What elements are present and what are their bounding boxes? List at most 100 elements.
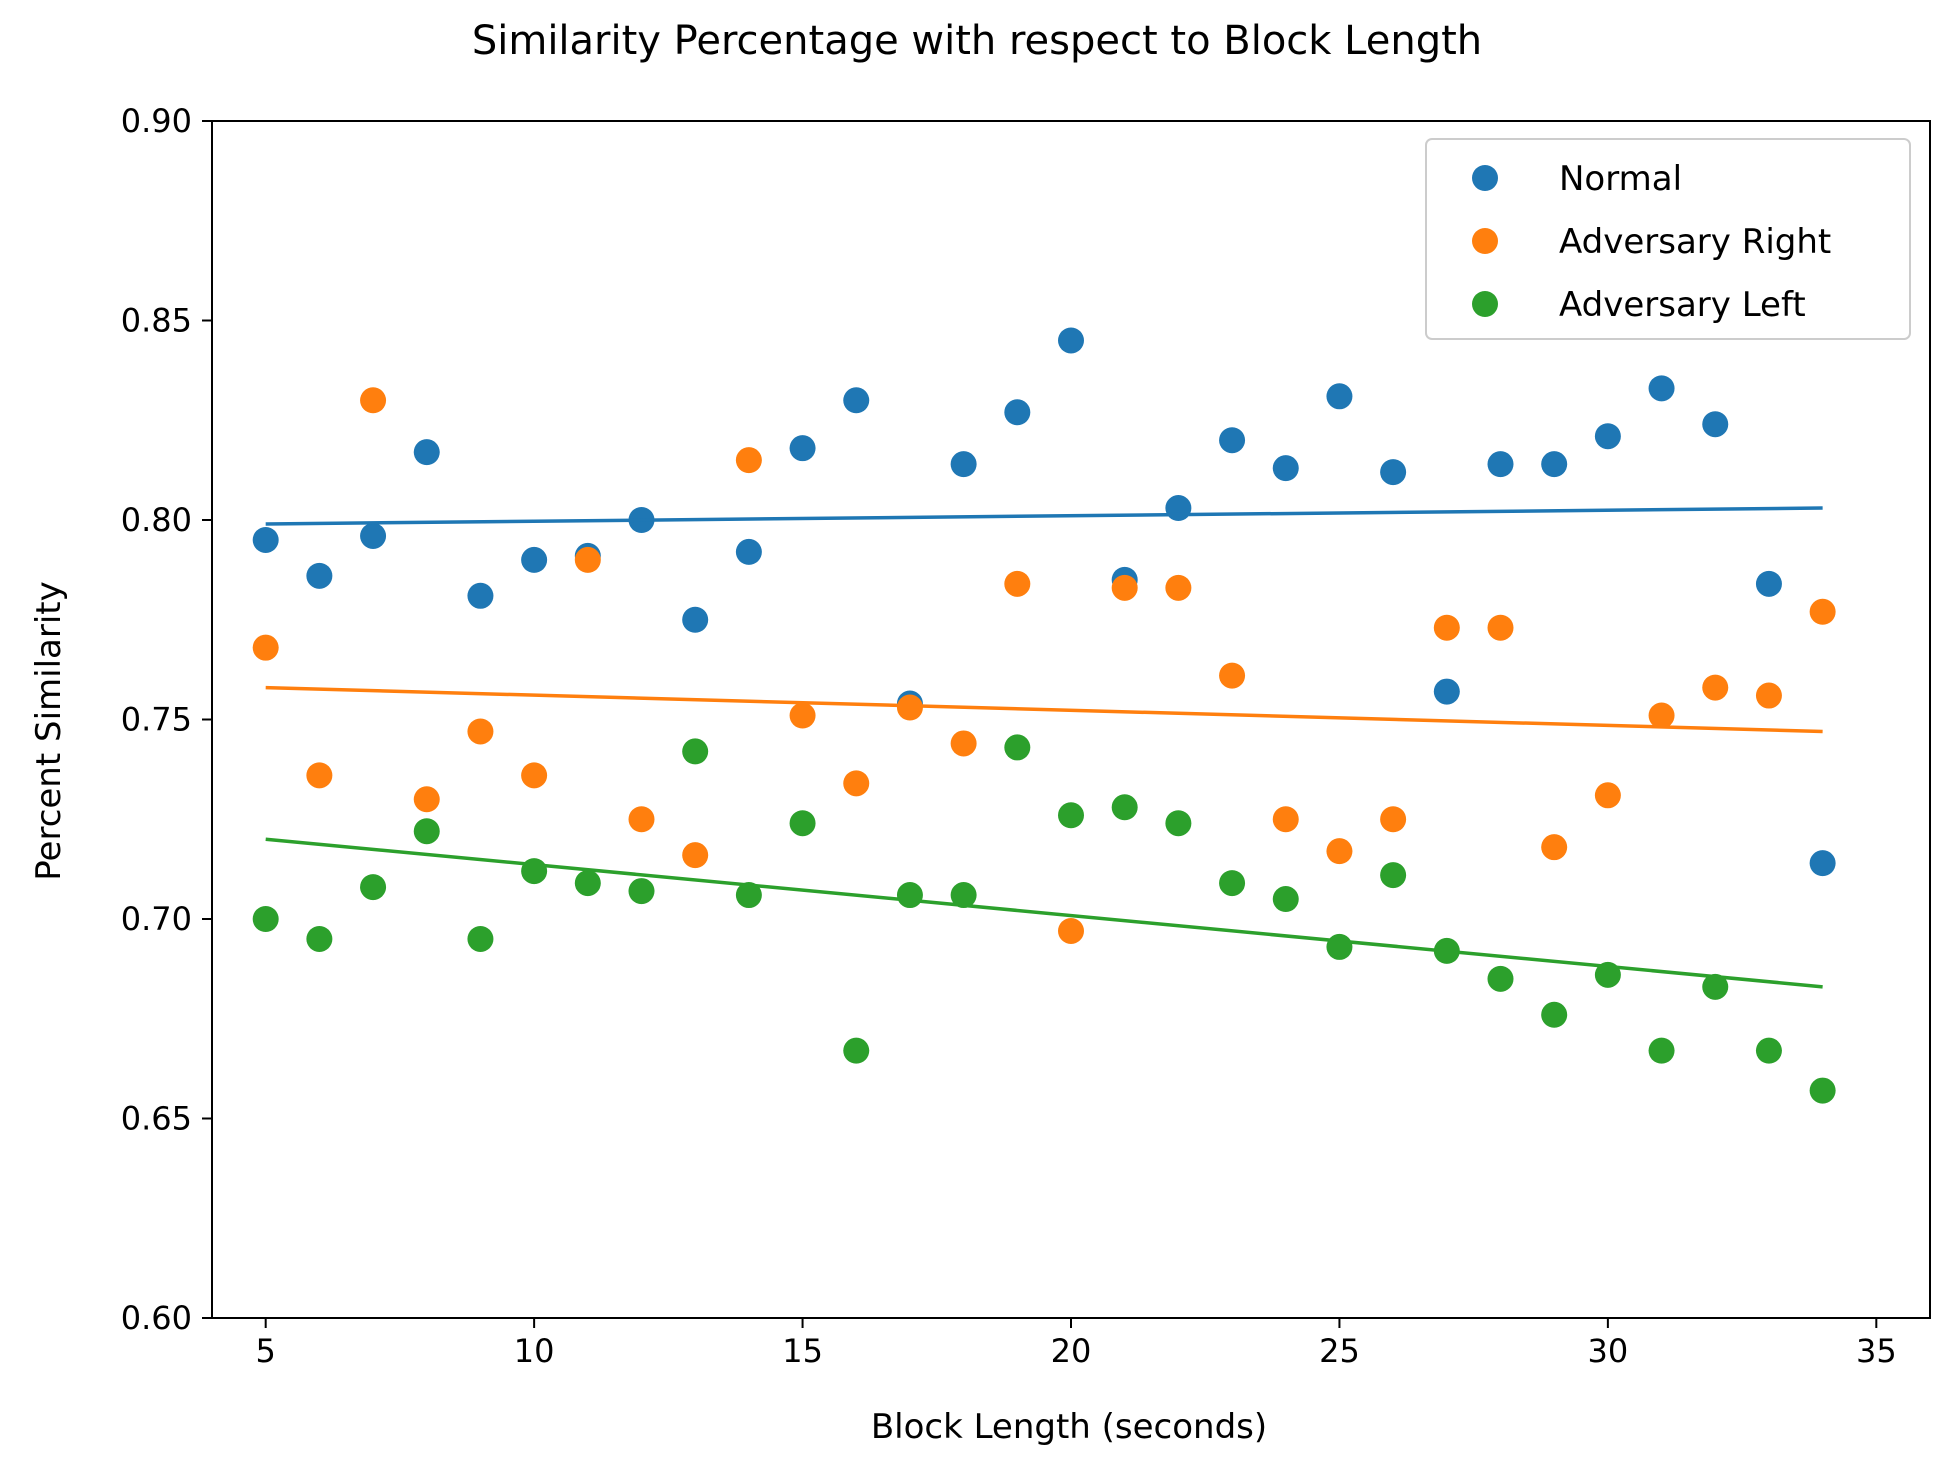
data-point [1165, 810, 1192, 837]
data-point [1487, 614, 1514, 641]
data-point [1755, 570, 1782, 597]
data-point [1272, 886, 1299, 913]
data-point [252, 906, 279, 932]
data-point [1165, 574, 1192, 601]
legend-marker [1472, 228, 1498, 254]
x-tick-label: 30 [1588, 1332, 1629, 1370]
data-point [413, 818, 440, 845]
data-point [1702, 973, 1729, 1000]
data-point [1219, 662, 1246, 689]
data-point [574, 870, 601, 897]
data-point [628, 878, 655, 905]
data-point [306, 562, 333, 589]
data-point [896, 694, 923, 721]
data-point [574, 546, 601, 573]
data-point [467, 718, 494, 745]
trend-line [265, 837, 1823, 989]
data-point [789, 702, 816, 729]
data-point [1594, 782, 1621, 809]
y-tick-label: 0.75 [121, 701, 192, 739]
legend-marker [1472, 291, 1498, 317]
y-tick-label: 0.60 [121, 1299, 192, 1337]
data-point [1380, 806, 1407, 833]
series-1 [252, 387, 1836, 944]
data-point [682, 738, 709, 765]
chart-title: Similarity Percentage with respect to Bl… [472, 18, 1482, 64]
data-point [1809, 598, 1836, 625]
axes: 5 10 15 20 25 30 35 0.60 0.65 0.70 0.75 0.80 0.85 0.9… [121, 102, 1931, 1370]
data-point [628, 806, 655, 833]
data-point [1594, 423, 1621, 450]
data-point [467, 925, 494, 952]
data-point [735, 447, 762, 474]
data-point [1702, 411, 1729, 438]
data-point [1219, 870, 1246, 897]
data-point [1541, 834, 1568, 861]
data-point [1541, 1001, 1568, 1028]
data-point [1433, 678, 1460, 705]
legend-marker [1472, 165, 1498, 191]
data-point [1648, 1037, 1675, 1064]
data-point [1219, 427, 1246, 454]
data-point [306, 925, 333, 952]
data-point [413, 786, 440, 813]
data-point [521, 762, 548, 789]
data-point [1541, 451, 1568, 478]
data-point [467, 582, 494, 609]
data-point [1058, 917, 1084, 944]
data-point [1004, 734, 1031, 761]
data-point [1755, 1037, 1782, 1064]
y-tick-label: 0.90 [121, 102, 192, 140]
data-point [682, 606, 709, 633]
data-point [1702, 674, 1729, 701]
y-axis-label: Percent Similarity [29, 581, 69, 881]
trend-line [265, 506, 1823, 526]
data-point [1809, 1077, 1836, 1104]
data-point [1380, 862, 1407, 889]
x-axis-label: Block Length (seconds) [871, 1407, 1267, 1447]
legend-label: Adversary Left [1559, 285, 1806, 325]
y-tick-label: 0.85 [121, 302, 192, 340]
x-tick-label: 20 [1051, 1332, 1092, 1370]
data-point [1380, 459, 1407, 486]
x-tick-label: 35 [1856, 1332, 1897, 1370]
data-point [1111, 794, 1138, 821]
y-tick-label: 0.65 [121, 1100, 192, 1138]
data-point [950, 882, 977, 909]
legend-box [1425, 138, 1911, 340]
data-point [521, 858, 548, 885]
data-point [1004, 399, 1031, 426]
data-point [360, 522, 387, 549]
data-point [1487, 965, 1514, 992]
data-point [306, 762, 333, 789]
data-point [789, 435, 816, 462]
data-point [1433, 614, 1460, 641]
data-point [1326, 838, 1353, 865]
data-point [1648, 702, 1675, 729]
data-point [1058, 327, 1084, 354]
y-tick-label: 0.70 [121, 900, 192, 938]
data-point [1165, 495, 1192, 522]
data-point [950, 730, 977, 757]
data-point [1326, 383, 1353, 410]
data-point [1755, 682, 1782, 709]
data-point [1272, 455, 1299, 482]
data-point [789, 810, 816, 837]
legend: Normal Adversary Right Adversary Left [1425, 138, 1911, 340]
data-point [950, 451, 977, 478]
y-tick-label: 0.80 [121, 501, 192, 539]
x-tick-label: 5 [256, 1332, 276, 1370]
data-point [1272, 806, 1299, 833]
data-point [682, 842, 709, 869]
x-tick-label: 25 [1319, 1332, 1360, 1370]
data-point [843, 387, 870, 414]
data-point [896, 882, 923, 909]
data-point [843, 1037, 870, 1064]
data-point [413, 439, 440, 466]
x-tick-label: 15 [782, 1332, 823, 1370]
data-point [521, 546, 548, 573]
trend-line [265, 685, 1823, 734]
data-point [1326, 933, 1353, 960]
series-2 [252, 734, 1836, 1104]
